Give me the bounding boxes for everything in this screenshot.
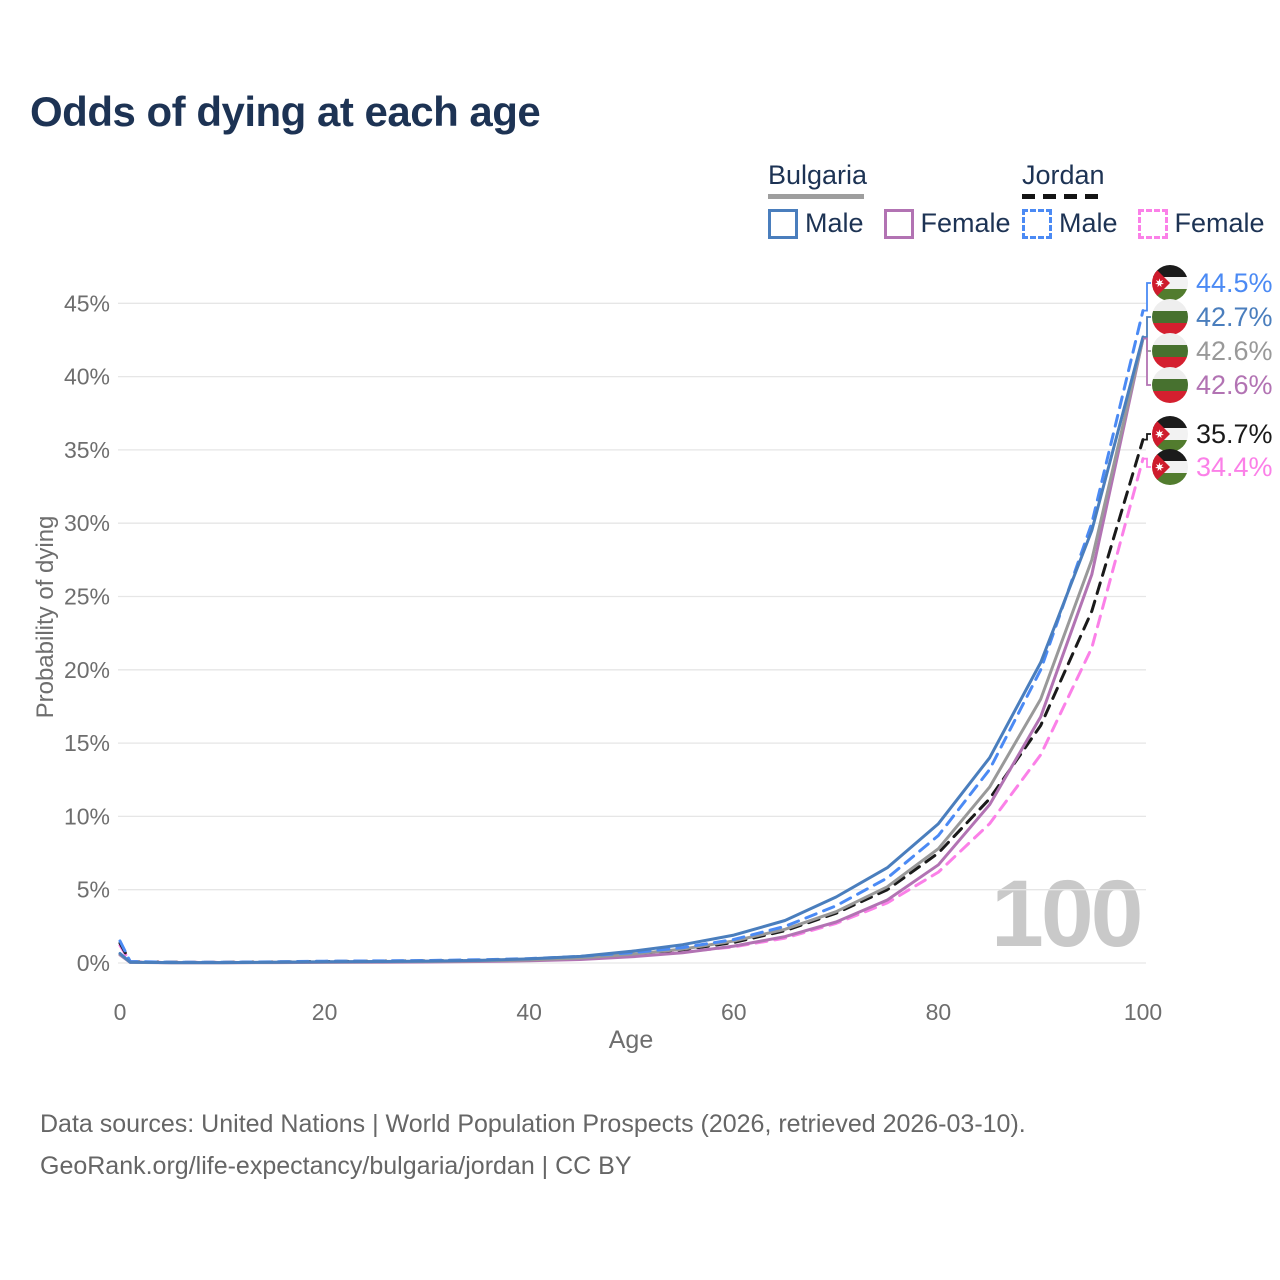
flag-bulgaria-icon (1152, 333, 1188, 369)
x-tick-label: 80 (926, 999, 952, 1025)
footer-attribution-link: GeoRank.org/life-expectancy/bulgaria/jor… (40, 1152, 632, 1180)
y-tick-label: 10% (64, 803, 110, 829)
x-tick-label: 20 (312, 999, 338, 1025)
end-label-leader-line (1143, 282, 1151, 312)
y-tick-label: 20% (64, 657, 110, 683)
flag-bulgaria-icon (1152, 299, 1188, 335)
end-label-row: 35.7% (1152, 416, 1273, 452)
x-tick-label: 60 (721, 999, 747, 1025)
end-label-value: 44.5% (1196, 267, 1273, 298)
end-label-value: 42.6% (1196, 369, 1273, 400)
end-label-row: 44.5% (1152, 265, 1273, 301)
end-label-leader-line (1143, 457, 1151, 468)
series-line-bulgaria-male[interactable] (118, 335, 1145, 965)
end-label-value: 42.6% (1196, 335, 1273, 366)
end-label-value: 42.7% (1196, 301, 1273, 332)
y-tick-label: 35% (64, 437, 110, 463)
legend-linestyle-solid-sample (768, 194, 864, 199)
legend-checkbox-bulgaria-male[interactable] (768, 208, 798, 239)
end-label-row: 42.6% (1152, 367, 1273, 403)
legend-group-bulgaria: Bulgaria Male Female (768, 160, 1011, 239)
legend-group-jordan: Jordan Male Female (1022, 160, 1265, 239)
end-label-leader-line (1143, 433, 1151, 441)
series-line-jordan-both-sexes[interactable] (118, 438, 1145, 964)
y-tick-label: 25% (64, 584, 110, 610)
legend-label-bulgaria-female: Female (920, 208, 1011, 238)
end-label-row: 42.6% (1152, 333, 1273, 369)
legend-header-bulgaria: Bulgaria (768, 160, 868, 190)
footer-data-sources: Data sources: United Nations | World Pop… (40, 1110, 1026, 1138)
legend-header-jordan: Jordan (1022, 160, 1105, 190)
legend-label-bulgaria-male: Male (805, 208, 864, 238)
y-tick-label: 0% (77, 950, 110, 976)
y-tick-label: 40% (64, 364, 110, 390)
end-label-value: 34.4% (1196, 451, 1273, 482)
y-tick-label: 15% (64, 730, 110, 756)
series-line-bulgaria-both-sexes[interactable] (118, 337, 1145, 965)
legend-item-jordan-female[interactable]: Female (1137, 208, 1265, 239)
legend-label-jordan-male: Male (1059, 208, 1118, 238)
y-tick-label: 5% (77, 877, 110, 903)
flag-jordan-icon (1152, 265, 1188, 301)
end-label-row: 34.4% (1152, 449, 1273, 485)
flag-jordan-icon (1152, 449, 1188, 485)
x-tick-label: 100 (1124, 999, 1162, 1025)
page-title: Odds of dying at each age (30, 88, 541, 135)
legend-item-bulgaria-female[interactable]: Female (883, 208, 1011, 239)
footer: Data sources: United Nations | World Pop… (40, 1103, 1026, 1187)
age-counter-watermark: 100 (991, 861, 1144, 967)
legend-checkbox-bulgaria-female[interactable] (883, 208, 914, 239)
x-axis-title: Age (608, 1026, 654, 1054)
series-line-jordan-female[interactable] (118, 457, 1145, 964)
end-label-row: 42.7% (1152, 299, 1273, 335)
x-tick-label: 0 (114, 999, 127, 1025)
legend-item-bulgaria-male[interactable]: Male (768, 208, 864, 239)
series-line-bulgaria-female[interactable] (118, 337, 1145, 965)
end-label-value: 35.7% (1196, 418, 1273, 449)
legend-checkbox-jordan-male[interactable] (1022, 208, 1052, 239)
end-label-leader-line (1143, 316, 1151, 338)
legend-item-jordan-male[interactable]: Male (1022, 208, 1118, 239)
legend-checkbox-jordan-female[interactable] (1137, 208, 1168, 239)
y-tick-label: 45% (64, 290, 110, 316)
flag-bulgaria-icon (1152, 367, 1188, 403)
legend-label-jordan-female: Female (1174, 208, 1265, 238)
flag-jordan-icon (1152, 416, 1188, 452)
end-label-leader-line (1143, 337, 1151, 386)
legend-linestyle-dashed-sample (1022, 194, 1102, 199)
y-tick-label: 30% (64, 510, 110, 536)
x-tick-label: 40 (516, 999, 542, 1025)
series-line-jordan-male[interactable] (118, 309, 1145, 964)
